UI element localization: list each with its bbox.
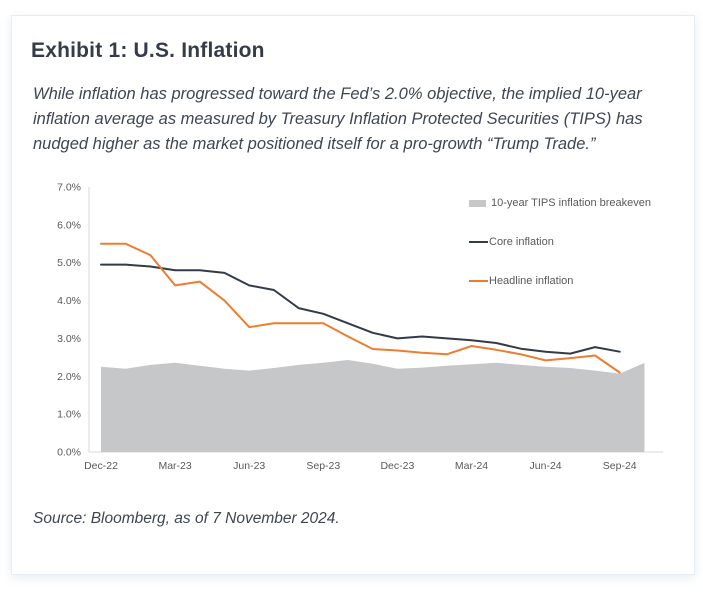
- x-tick-label: Sep-24: [603, 460, 637, 472]
- y-tick-label: 2.0%: [57, 371, 81, 383]
- legend-item-tips: 10-year TIPS inflation breakeven: [469, 197, 651, 209]
- tips-breakeven-area: [101, 360, 645, 452]
- y-tick-label: 5.0%: [57, 257, 81, 269]
- y-tick-label: 4.0%: [57, 295, 81, 307]
- exhibit-subtitle: While inflation has progressed toward th…: [33, 85, 643, 153]
- chart-svg: 7.0% 6.0% 5.0% 4.0% 3.0% 2.0% 1.0% 0.0%Dec-22 Ma…: [57, 182, 663, 472]
- legend-label-core: Core inflation: [489, 236, 554, 248]
- inflation-chart: 7.0% 6.0% 5.0% 4.0% 3.0% 2.0% 1.0% 0.0% Dec-22 Ma…: [21, 179, 681, 479]
- legend-label-headline: Headline inflation: [489, 275, 574, 287]
- tips-area-swatch: [469, 199, 486, 207]
- core-inflation-line: [100, 263, 621, 355]
- headline-line-swatch: [469, 280, 488, 282]
- exhibit-card: Exhibit 1: U.S. Inflation While inflatio…: [11, 15, 695, 575]
- source-note: Source: Bloomberg, as of 7 November 2024…: [33, 510, 340, 527]
- headline-inflation-line: [100, 242, 621, 374]
- x-tick-label: Mar-24: [455, 460, 488, 472]
- y-tick-label: 6.0%: [57, 219, 81, 231]
- exhibit-title: Exhibit 1: U.S. Inflation: [31, 39, 265, 62]
- y-tick-label: 1.0%: [57, 409, 81, 421]
- chart-legend: 10-year TIPS inflation breakeven Core in…: [469, 197, 651, 287]
- y-tick-label: 3.0%: [57, 333, 81, 345]
- x-tick-label: Mar-23: [158, 460, 191, 472]
- legend-label-tips: 10-year TIPS inflation breakeven: [491, 197, 651, 209]
- y-tick-label: 7.0%: [57, 182, 81, 194]
- x-tick-label: Dec-22: [84, 460, 118, 472]
- x-tick-label: Jun-23: [233, 460, 265, 472]
- legend-item-core: Core inflation: [469, 236, 651, 248]
- x-tick-label: Jun-24: [530, 460, 562, 472]
- x-tick-label: Dec-23: [380, 460, 414, 472]
- x-tick-label: Sep-23: [306, 460, 340, 472]
- legend-item-headline: Headline inflation: [469, 275, 651, 287]
- y-tick-label: 0.0%: [57, 447, 81, 459]
- core-line-swatch: [469, 241, 488, 243]
